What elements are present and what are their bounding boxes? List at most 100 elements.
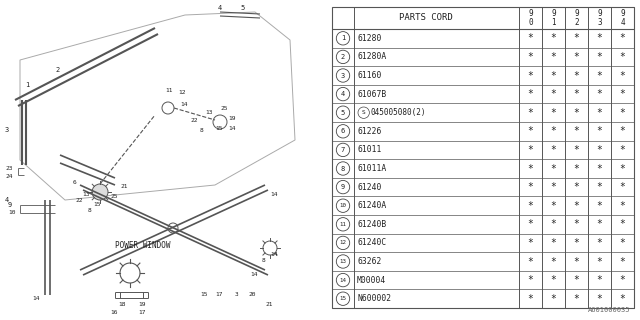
Text: 8: 8 [200, 127, 204, 132]
Text: *: * [573, 238, 579, 248]
Text: 8: 8 [262, 258, 266, 262]
Text: 61011: 61011 [357, 145, 381, 155]
Text: POWER WINDOW: POWER WINDOW [115, 241, 170, 250]
Text: 13: 13 [339, 259, 346, 264]
Text: *: * [596, 294, 602, 304]
Text: 23: 23 [5, 165, 13, 171]
Text: 19: 19 [138, 302, 145, 308]
Text: *: * [527, 219, 533, 229]
Text: 14: 14 [180, 102, 188, 108]
Text: 25: 25 [220, 106, 227, 110]
Text: *: * [550, 33, 556, 43]
Text: 21: 21 [120, 185, 127, 189]
Text: 61240B: 61240B [357, 220, 387, 229]
Text: *: * [620, 164, 625, 173]
Text: *: * [550, 294, 556, 304]
Text: 8: 8 [341, 165, 345, 172]
Circle shape [168, 223, 178, 233]
Text: 11: 11 [339, 222, 346, 227]
Text: 25: 25 [110, 195, 118, 199]
Text: *: * [596, 275, 602, 285]
Text: 13: 13 [205, 109, 212, 115]
Text: *: * [573, 126, 579, 136]
Text: 12: 12 [339, 240, 346, 245]
Text: *: * [550, 257, 556, 267]
Text: *: * [573, 52, 579, 62]
Text: *: * [620, 294, 625, 304]
Text: 15: 15 [339, 296, 346, 301]
Text: 3: 3 [341, 73, 345, 78]
Text: 8: 8 [88, 207, 92, 212]
Text: 21: 21 [265, 302, 273, 308]
Text: 61280A: 61280A [357, 52, 387, 61]
Text: 3: 3 [235, 292, 239, 298]
Text: *: * [573, 108, 579, 118]
Text: *: * [550, 52, 556, 62]
Text: 9
4: 9 4 [620, 9, 625, 27]
Text: *: * [527, 126, 533, 136]
Circle shape [162, 102, 174, 114]
Text: *: * [620, 219, 625, 229]
Text: *: * [620, 52, 625, 62]
Text: *: * [550, 275, 556, 285]
Text: *: * [573, 201, 579, 211]
Text: *: * [550, 201, 556, 211]
Text: 4: 4 [5, 197, 9, 203]
Text: *: * [596, 52, 602, 62]
Text: 1: 1 [341, 35, 345, 41]
Text: 5: 5 [240, 5, 244, 11]
Text: *: * [620, 238, 625, 248]
Text: *: * [620, 145, 625, 155]
Text: *: * [550, 89, 556, 99]
Text: 9
0: 9 0 [528, 9, 533, 27]
Text: 3: 3 [5, 127, 9, 133]
Text: 10: 10 [8, 211, 15, 215]
Text: 5: 5 [341, 110, 345, 116]
Text: *: * [550, 238, 556, 248]
Text: *: * [527, 52, 533, 62]
Text: 9
1: 9 1 [551, 9, 556, 27]
Text: *: * [620, 182, 625, 192]
Text: *: * [620, 275, 625, 285]
Text: 10: 10 [339, 203, 346, 208]
Text: 4: 4 [341, 91, 345, 97]
Text: *: * [596, 201, 602, 211]
Text: *: * [527, 145, 533, 155]
Text: 20: 20 [248, 292, 255, 298]
Text: 18: 18 [118, 302, 125, 308]
Text: *: * [573, 145, 579, 155]
Text: 6: 6 [73, 180, 77, 186]
Text: *: * [573, 294, 579, 304]
Text: *: * [596, 33, 602, 43]
Text: 61226: 61226 [357, 127, 381, 136]
Text: 14: 14 [339, 278, 346, 283]
Text: *: * [550, 182, 556, 192]
Text: *: * [550, 70, 556, 81]
Text: *: * [596, 164, 602, 173]
Text: 63262: 63262 [357, 257, 381, 266]
Text: *: * [527, 294, 533, 304]
Text: *: * [527, 89, 533, 99]
Text: *: * [573, 219, 579, 229]
Text: 4: 4 [218, 5, 222, 11]
Text: *: * [527, 182, 533, 192]
Text: 14: 14 [228, 125, 236, 131]
Text: 13: 13 [82, 193, 90, 197]
Circle shape [213, 115, 227, 129]
Text: *: * [596, 219, 602, 229]
Text: *: * [550, 108, 556, 118]
Text: PARTS CORD: PARTS CORD [399, 13, 452, 22]
Text: *: * [527, 201, 533, 211]
Text: *: * [596, 238, 602, 248]
Text: *: * [620, 257, 625, 267]
Text: 24: 24 [5, 173, 13, 179]
Text: *: * [620, 126, 625, 136]
Text: *: * [596, 126, 602, 136]
Text: 61011A: 61011A [357, 164, 387, 173]
Text: *: * [573, 70, 579, 81]
Text: 61160: 61160 [357, 71, 381, 80]
Text: S: S [362, 110, 365, 115]
Text: 9
2: 9 2 [574, 9, 579, 27]
Text: *: * [550, 126, 556, 136]
Text: *: * [573, 257, 579, 267]
